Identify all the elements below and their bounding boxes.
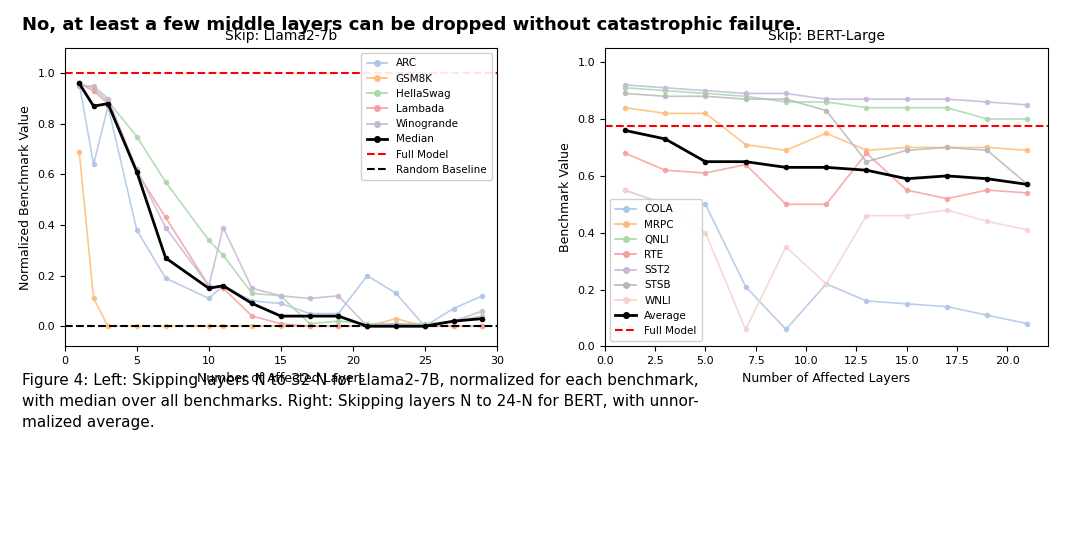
X-axis label: Number of Affected Layers: Number of Affected Layers bbox=[742, 372, 910, 385]
Y-axis label: Normalized Benchmark Value: Normalized Benchmark Value bbox=[18, 105, 31, 289]
Y-axis label: Benchmark Value: Benchmark Value bbox=[558, 142, 571, 252]
Title: Skip: BERT-Large: Skip: BERT-Large bbox=[768, 29, 885, 43]
Legend: ARC, GSM8K, HellaSwag, Lambada, Winogrande, Median, Full Model, Random Baseline: ARC, GSM8K, HellaSwag, Lambada, Winogran… bbox=[362, 53, 491, 180]
Title: Skip: Llama2-7b: Skip: Llama2-7b bbox=[225, 29, 337, 43]
Text: No, at least a few middle layers can be dropped without catastrophic failure.: No, at least a few middle layers can be … bbox=[22, 16, 801, 34]
Legend: COLA, MRPC, QNLI, RTE, SST2, STSB, WNLI, Average, Full Model: COLA, MRPC, QNLI, RTE, SST2, STSB, WNLI,… bbox=[610, 199, 702, 341]
Text: Figure 4: Left: Skipping layers N to 32-N for Llama2-7B, normalized for each ben: Figure 4: Left: Skipping layers N to 32-… bbox=[22, 373, 699, 430]
X-axis label: Number of Affected Layers: Number of Affected Layers bbox=[197, 372, 365, 385]
